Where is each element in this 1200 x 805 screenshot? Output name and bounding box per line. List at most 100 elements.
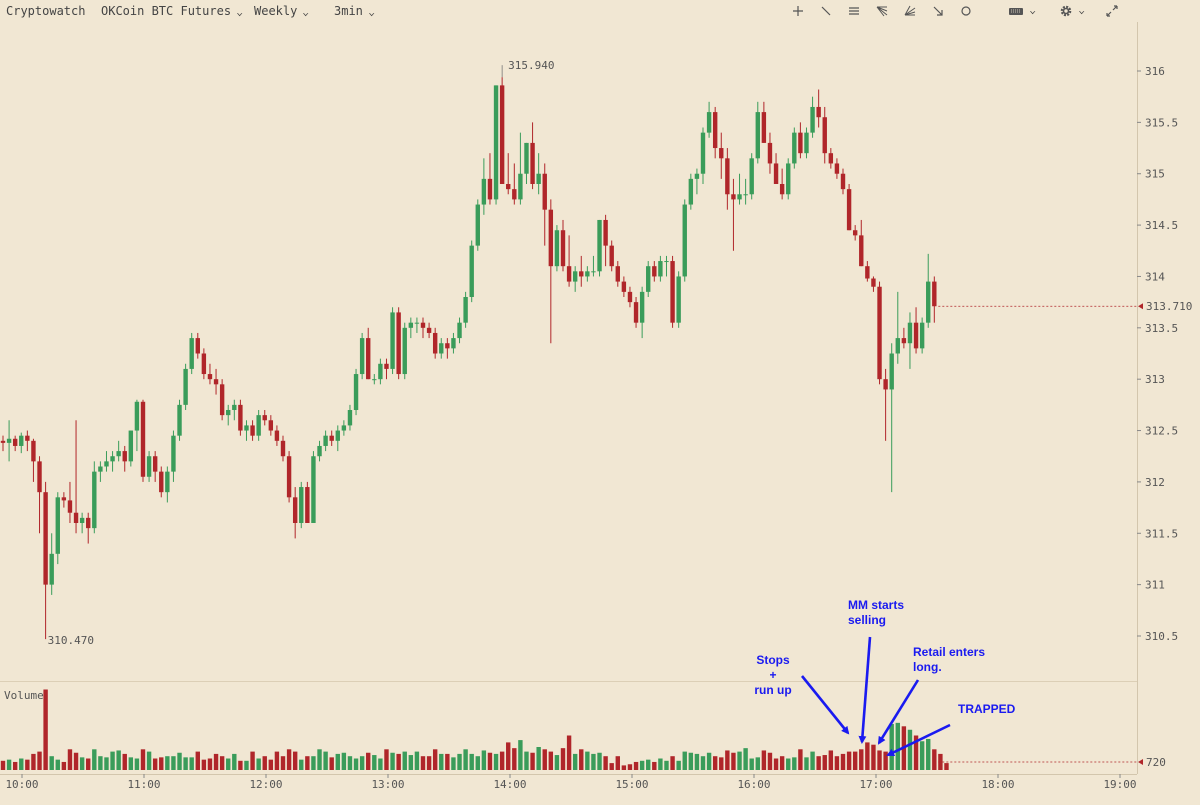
candle-body — [792, 132, 797, 164]
candle-body — [779, 184, 785, 195]
circle-icon[interactable] — [957, 2, 975, 20]
volume-bar — [798, 749, 803, 770]
gear-icon[interactable]: ⌄ — [1054, 2, 1090, 20]
volume-bar — [913, 735, 919, 770]
volume-bar — [372, 755, 377, 770]
volume-bar — [378, 758, 383, 770]
trendline-icon[interactable] — [817, 2, 835, 20]
candle-body — [341, 425, 347, 431]
volume-bar — [366, 752, 371, 770]
candle-body — [378, 363, 383, 380]
candle-body — [670, 261, 675, 323]
candle-body — [469, 245, 474, 297]
candle-body — [877, 286, 882, 380]
candle-body — [810, 106, 815, 133]
candle-body — [390, 312, 395, 369]
volume-bar — [779, 756, 785, 770]
volume-bar — [731, 752, 736, 770]
volume-bar — [305, 756, 310, 770]
candle-body — [0, 440, 6, 443]
candle-body — [292, 497, 298, 523]
candle-body — [463, 297, 468, 323]
volume-bar — [688, 752, 694, 770]
candle-body — [232, 404, 237, 410]
candle-body — [834, 163, 840, 174]
volume-bar — [25, 759, 30, 770]
candle-body — [761, 112, 767, 143]
volume-bar — [719, 757, 724, 770]
hlines-icon[interactable] — [845, 2, 863, 20]
volume-bar — [445, 753, 450, 770]
candle-body — [359, 338, 365, 375]
price-tick-label: 315.5 — [1145, 116, 1178, 129]
volume-bar — [268, 759, 274, 770]
candle-body — [262, 415, 267, 421]
candle-body — [658, 261, 663, 277]
volume-bar — [767, 752, 773, 770]
candle-body — [579, 271, 584, 277]
volume-bar — [280, 756, 286, 770]
volume-bar — [408, 755, 414, 770]
volume-bar — [128, 757, 134, 770]
candle-body — [591, 271, 596, 273]
volume-bar — [493, 753, 499, 770]
keyboard-icon[interactable]: ⌄ — [1005, 2, 1039, 20]
volume-bar — [317, 749, 322, 770]
time-tick-label: 11:00 — [127, 778, 160, 791]
volume-bar — [938, 753, 943, 770]
crosshair-icon[interactable] — [789, 2, 807, 20]
volume-bar — [907, 729, 913, 770]
arrow-icon[interactable] — [929, 2, 947, 20]
volume-bar — [804, 757, 809, 770]
volume-bar — [725, 750, 730, 770]
volume-bar — [110, 751, 115, 770]
candle-body — [828, 153, 834, 164]
candle-body — [152, 456, 158, 472]
candle-body — [299, 487, 304, 523]
volume-bar — [499, 751, 505, 770]
volume-bar — [566, 735, 572, 770]
candle-body — [682, 204, 687, 277]
candle-body — [907, 322, 913, 344]
fullscreen-icon[interactable] — [1103, 2, 1121, 20]
volume-bar — [335, 753, 340, 770]
interval-dropdown[interactable]: 3min ⌄ — [334, 4, 375, 18]
candle-body — [432, 332, 438, 354]
contract-dropdown[interactable]: Weekly ⌄ — [254, 4, 310, 18]
candle-body — [816, 106, 821, 118]
volume-bar — [31, 753, 36, 770]
candle-body — [621, 281, 627, 292]
market-dropdown[interactable]: OKCoin BTC Futures ⌄ — [101, 4, 243, 18]
volume-bar — [104, 757, 109, 770]
candle-body — [767, 142, 773, 164]
annotation-arrow — [886, 723, 951, 757]
fan-icon[interactable] — [901, 2, 919, 20]
volume-bar — [219, 756, 225, 770]
volume-bar — [682, 751, 687, 770]
volume-bar — [834, 756, 840, 770]
volume-bar — [889, 724, 894, 770]
volume-bar — [755, 757, 760, 770]
contract-label: Weekly — [254, 4, 298, 18]
brand-label[interactable]: Cryptowatch — [6, 4, 86, 18]
volume-bar — [396, 753, 401, 770]
candle-body — [512, 189, 517, 200]
volume-bar — [256, 758, 261, 770]
annotation-arrow — [800, 675, 850, 735]
candle-body — [755, 112, 760, 159]
low-price-label: 310.470 — [48, 634, 94, 647]
volume-bar — [359, 756, 365, 770]
volume-bar — [530, 752, 535, 770]
candles — [0, 77, 937, 640]
volume-bar — [420, 756, 426, 770]
candle-body — [932, 281, 937, 307]
volume-bar — [792, 757, 797, 770]
volume-bar — [877, 750, 882, 770]
price-tick-label: 314 — [1145, 270, 1165, 283]
volume-bar — [609, 763, 614, 770]
candle-body — [585, 271, 590, 277]
volume-bar — [329, 757, 334, 770]
fib-fan-icon[interactable] — [873, 2, 891, 20]
volume-bar — [865, 742, 870, 770]
